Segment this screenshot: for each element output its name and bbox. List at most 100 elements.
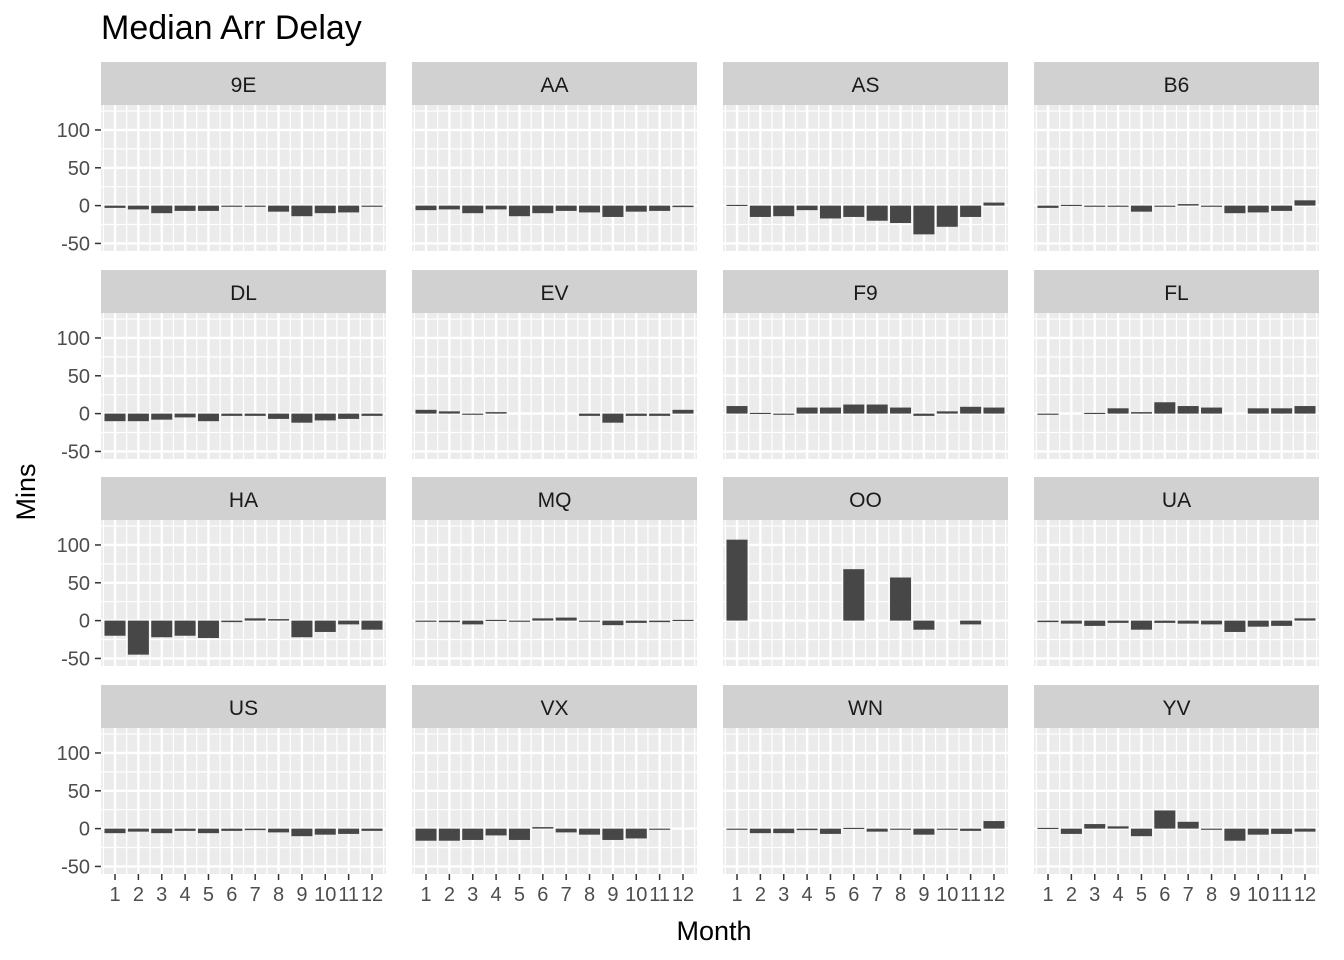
bar-month-8: [579, 620, 601, 622]
bar-month-11: [338, 620, 360, 625]
bar-month-10: [314, 620, 336, 632]
x-tick-label: 10: [625, 884, 647, 906]
x-tick-label: 9: [296, 884, 307, 906]
facet-label: VX: [540, 697, 568, 720]
bar-month-2: [127, 413, 149, 422]
bar-month-2: [127, 205, 149, 210]
bar-month-6: [221, 205, 243, 207]
facet-strip: [412, 477, 697, 520]
bar-month-6: [843, 827, 865, 830]
bar-month-7: [555, 205, 577, 211]
y-tick-label: 100: [57, 120, 90, 142]
bar-month-7: [1177, 204, 1199, 206]
x-tick-label: 1: [109, 884, 120, 906]
bar-month-4: [485, 412, 507, 414]
facet-panel-vx: VX1 2 3 4 5 6 7 8 9 10 11 12: [412, 685, 697, 906]
facet-label: DL: [230, 282, 257, 305]
bar-month-10: [625, 828, 647, 839]
facet-label: F9: [853, 282, 878, 305]
facet-strip: [1034, 62, 1319, 105]
bar-month-10: [1247, 828, 1269, 835]
bar-month-11: [1271, 828, 1293, 834]
bar-month-2: [438, 205, 460, 210]
facet-strip: [1034, 477, 1319, 520]
bar-month-11: [1271, 408, 1293, 414]
x-tick-label: 11: [960, 884, 981, 906]
bar-month-5: [197, 205, 219, 211]
facet-label: OO: [849, 489, 882, 512]
bar-month-6: [843, 205, 865, 217]
y-tick-label: 50: [68, 573, 90, 595]
bar-month-6: [221, 413, 243, 416]
y-tick-label: -50: [61, 648, 90, 670]
x-tick-label: 8: [584, 884, 595, 906]
bar-month-1: [726, 539, 748, 621]
bar-month-6: [532, 205, 554, 214]
x-tick-label: 10: [1247, 884, 1269, 906]
x-tick-label: 3: [778, 884, 789, 906]
bar-month-3: [151, 620, 173, 638]
facet-label: WN: [848, 697, 883, 720]
x-tick-label: 1: [731, 884, 742, 906]
bar-month-10: [314, 413, 336, 421]
bar-month-12: [361, 620, 383, 630]
bar-month-3: [1084, 620, 1106, 626]
y-tick-label: 0: [79, 196, 90, 218]
bar-month-6: [221, 620, 243, 623]
bar-month-10: [1247, 620, 1269, 627]
facet-panel-b6: B6: [1034, 62, 1319, 251]
bar-month-11: [338, 413, 360, 419]
bar-month-10: [1247, 205, 1269, 213]
bar-month-5: [1130, 412, 1152, 414]
y-axis-title: Mins: [11, 463, 41, 520]
facet-panel-f9: F9: [723, 270, 1008, 459]
x-tick-label: 4: [491, 884, 502, 906]
bar-month-7: [1177, 406, 1199, 414]
bar-month-7: [555, 617, 577, 621]
x-tick-label: 10: [936, 884, 958, 906]
facet-strip: [723, 685, 1008, 728]
bar-month-9: [291, 620, 313, 638]
bar-month-12: [983, 407, 1005, 414]
x-tick-label: 5: [514, 884, 525, 906]
bar-month-1: [726, 406, 748, 414]
bar-month-3: [1084, 824, 1106, 829]
facet-label: YV: [1162, 697, 1190, 720]
x-tick-label: 10: [314, 884, 336, 906]
bar-month-3: [1084, 412, 1106, 415]
bar-month-5: [197, 620, 219, 639]
bar-month-11: [960, 620, 982, 625]
bar-month-9: [291, 413, 313, 423]
bar-month-12: [672, 205, 694, 208]
facet-label: 9E: [231, 74, 257, 97]
bar-month-2: [1060, 828, 1082, 834]
bar-month-7: [244, 618, 266, 621]
bar-month-4: [174, 413, 196, 418]
x-tick-label: 11: [338, 884, 359, 906]
bar-month-1: [104, 205, 126, 208]
facet-strip: [412, 270, 697, 313]
chart-title: Median Arr Delay: [101, 9, 362, 47]
bar-month-4: [174, 828, 196, 831]
facet-label: MQ: [538, 489, 572, 512]
bar-month-2: [127, 620, 149, 655]
x-tick-label: 1: [1042, 884, 1053, 906]
facet-panel-dl: DL -50 0 50 100: [57, 270, 386, 463]
x-tick-label: 8: [273, 884, 284, 906]
bar-month-1: [415, 620, 437, 622]
bar-month-7: [244, 413, 266, 416]
facet-label: EV: [540, 282, 568, 305]
x-tick-label: 12: [1294, 884, 1316, 906]
bar-month-9: [291, 205, 313, 217]
x-axis-title: Month: [676, 916, 751, 946]
facet-label: AS: [851, 74, 879, 97]
facet-panel-ua: UA: [1034, 477, 1319, 666]
bar-month-3: [773, 413, 795, 415]
facet-strip: [412, 685, 697, 728]
bar-month-10: [314, 205, 336, 214]
bar-month-9: [602, 620, 624, 626]
facet-strip: [101, 477, 386, 520]
facet-panel-as: AS: [723, 62, 1008, 251]
bar-month-12: [1294, 618, 1316, 621]
facet-strip: [1034, 270, 1319, 313]
